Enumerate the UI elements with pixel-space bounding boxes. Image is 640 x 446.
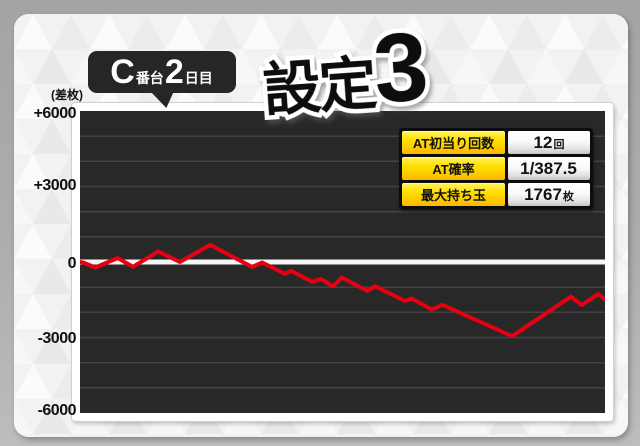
- stat-value-number: 1767: [524, 185, 562, 204]
- table-row: AT確率 1/387.5: [402, 157, 590, 180]
- stat-value-suffix: 枚: [562, 191, 574, 203]
- y-tick-plus3000: +3000: [33, 177, 77, 194]
- y-axis-unit-label: (差枚): [51, 88, 83, 102]
- day-number: 2: [164, 53, 184, 91]
- day-suffix: 日目: [184, 70, 213, 86]
- y-tick-minus6000: -6000: [37, 402, 77, 419]
- stat-label-max-coins: 最大持ち玉: [402, 183, 505, 206]
- stat-value-number: 1/387.5: [520, 159, 577, 178]
- y-tick-zero: 0: [67, 255, 77, 272]
- title-setting-number: 3: [366, 14, 433, 128]
- page-title: 設定 3: [256, 14, 433, 134]
- stats-table: AT初当り回数 12 回 AT確率 1/387.5 最大持ち玉 1767 枚: [399, 128, 593, 209]
- title-setting-text: 設定: [256, 46, 381, 128]
- graph-card: C 番台 2 日目 設定 3 (差枚) +6000 +3000 0 -3000 …: [14, 14, 628, 437]
- machine-letter: C: [110, 53, 135, 91]
- stat-value-number: 12: [533, 133, 553, 152]
- stat-value-max-coins: 1767 枚: [508, 183, 590, 206]
- machine-day-bubble: C 番台 2 日目: [88, 51, 236, 93]
- machine-suffix: 番台: [135, 70, 164, 86]
- y-tick-minus3000: -3000: [37, 330, 77, 347]
- stat-value-at-rate: 1/387.5: [508, 157, 590, 180]
- table-row: 最大持ち玉 1767 枚: [402, 183, 590, 206]
- stat-label-at-rate: AT確率: [402, 157, 505, 180]
- stat-label-at-first-hits: AT初当り回数: [402, 131, 505, 154]
- stat-value-suffix: 回: [553, 139, 565, 151]
- stat-value-at-first-hits: 12 回: [508, 131, 590, 154]
- table-row: AT初当り回数 12 回: [402, 131, 590, 154]
- plot-area: AT初当り回数 12 回 AT確率 1/387.5 最大持ち玉 1767 枚: [72, 103, 613, 421]
- y-tick-plus6000: +6000: [33, 105, 77, 122]
